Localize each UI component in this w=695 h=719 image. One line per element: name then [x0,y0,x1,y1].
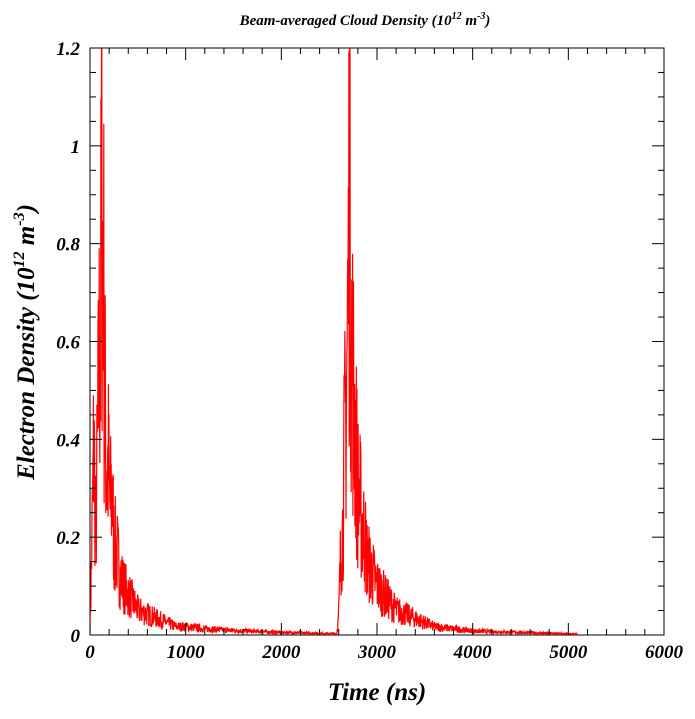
plot-frame [89,47,665,636]
y-tick-label: 0.8 [56,235,80,256]
x-tick-label: 2000 [261,642,301,663]
series-line [90,48,579,635]
y-tick-label: 0.6 [56,333,80,354]
y-tick-label: 0.4 [56,430,80,451]
y-axis-title: Electron Density (1012 m-3) [11,204,40,481]
chart-title: Beam-averaged Cloud Density (1012 m-3) [239,11,491,29]
x-tick-label: 5000 [549,642,588,663]
y-tick-label: 1 [71,137,81,158]
y-tick-label: 0.2 [56,528,80,549]
x-axis-ticks: 0 1000 2000 3000 4000 5000 6000 [85,48,684,663]
y-tick-label: 1.2 [56,39,80,60]
x-tick-label: 3000 [357,642,397,663]
x-tick-label: 4000 [453,642,493,663]
x-axis-title: Time (ns) [328,679,426,706]
x-tick-label: 0 [85,642,95,663]
x-tick-label: 1000 [167,642,206,663]
x-tick-label: 6000 [645,642,684,663]
plot-area [89,47,665,636]
y-tick-label: 0 [71,626,81,647]
y-axis-ticks: 0 0.2 0.4 0.6 0.8 1 1.2 [56,39,664,647]
